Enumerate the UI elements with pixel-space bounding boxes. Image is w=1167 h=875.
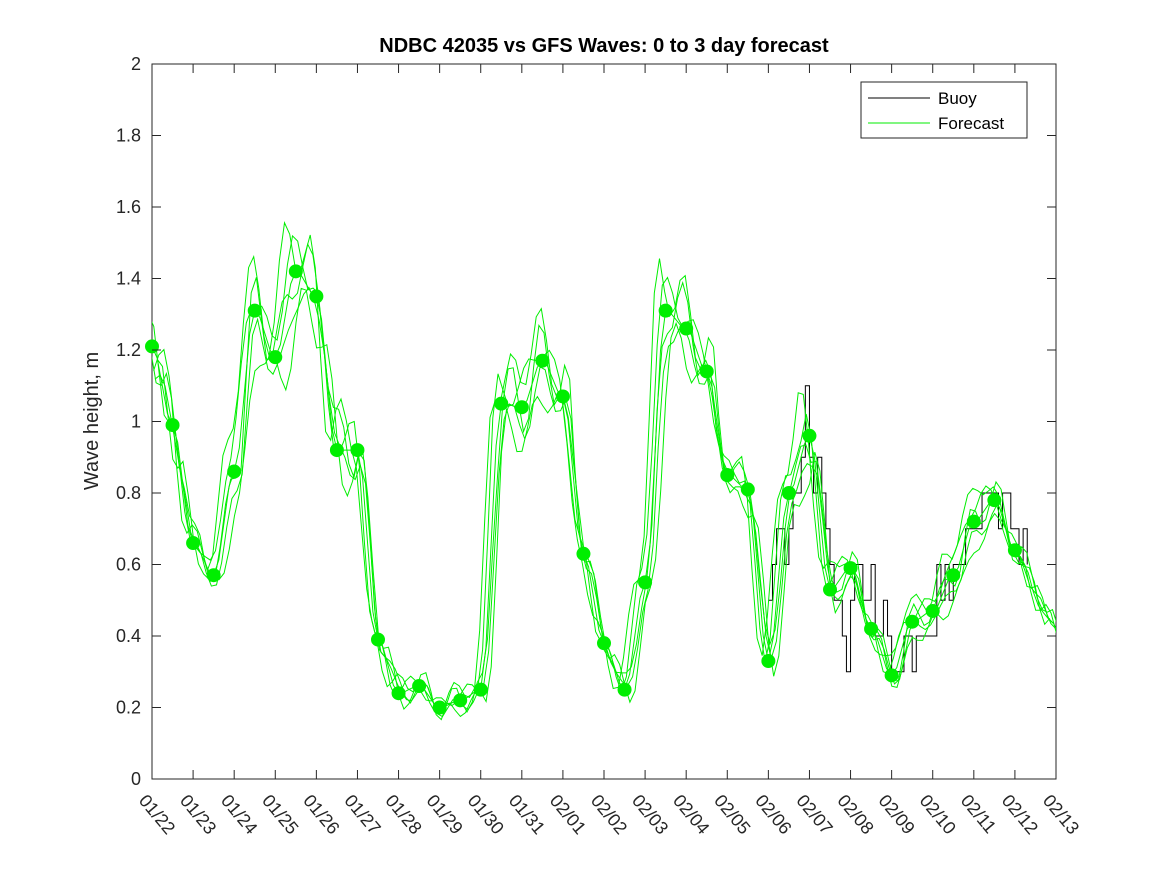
forecast-marker <box>781 486 796 500</box>
y-tick-label: 0 <box>131 769 141 789</box>
y-tick-label: 1 <box>131 412 141 432</box>
forecast-marker <box>987 493 1002 508</box>
y-tick-label: 0.2 <box>116 698 141 718</box>
forecast-marker <box>617 682 632 697</box>
marker-group <box>145 264 1022 715</box>
forecast-marker <box>535 353 550 368</box>
forecast-marker <box>679 321 694 336</box>
forecast-marker <box>186 536 201 551</box>
forecast-marker <box>309 289 324 304</box>
forecast-marker <box>1007 543 1022 558</box>
forecast-marker <box>843 561 858 576</box>
y-tick-label: 0.6 <box>116 555 141 575</box>
forecast-marker <box>268 350 283 365</box>
plot-area <box>151 63 1057 780</box>
forecast-marker <box>884 668 899 683</box>
forecast-marker <box>720 468 735 483</box>
forecast-marker <box>925 603 940 618</box>
forecast-marker <box>391 686 406 701</box>
legend-label-forecast: Forecast <box>938 114 1004 133</box>
forecast-marker <box>329 443 344 458</box>
forecast-marker <box>247 303 262 318</box>
forecast-marker <box>802 428 817 443</box>
forecast-marker <box>638 575 653 590</box>
forecast-marker <box>165 418 180 433</box>
series-line-forecast <box>154 286 1056 718</box>
forecast-marker <box>699 364 714 379</box>
y-tick-label: 1.8 <box>116 126 141 146</box>
forecast-marker <box>761 654 776 669</box>
y-axis-label: Wave height, m <box>81 352 103 490</box>
forecast-marker <box>145 339 159 354</box>
forecast-marker <box>946 568 961 583</box>
y-tick-label: 2 <box>131 54 141 74</box>
forecast-marker <box>371 632 385 647</box>
forecast-marker <box>350 443 365 458</box>
forecast-marker <box>864 621 879 636</box>
series-line-buoy <box>768 385 1028 673</box>
y-tick-label: 1.4 <box>116 269 141 289</box>
forecast-marker <box>227 464 242 479</box>
forecast-marker <box>473 682 488 697</box>
forecast-marker <box>494 396 509 411</box>
y-tick-label: 1.2 <box>116 340 141 360</box>
chart-title: NDBC 42035 vs GFS Waves: 0 to 3 day fore… <box>379 35 829 57</box>
forecast-marker <box>288 264 303 279</box>
legend-label-buoy: Buoy <box>938 89 977 108</box>
legend-box <box>860 81 1028 139</box>
y-axis: 0 0.2 0.4 0.6 0.8 1 1.2 1.4 1.6 1.8 2 <box>116 54 1056 789</box>
forecast-marker <box>555 389 570 404</box>
forecast-marker <box>206 568 221 583</box>
legend: Buoy Forecast <box>860 81 1028 139</box>
y-tick-label: 1.6 <box>116 197 141 217</box>
y-tick-label: 0.4 <box>116 626 141 646</box>
forecast-marker <box>597 636 611 651</box>
forecast-marker <box>823 582 837 597</box>
forecast-marker <box>740 482 755 497</box>
forecast-marker <box>966 514 981 529</box>
forecast-marker <box>658 303 673 318</box>
forecast-marker <box>576 546 591 561</box>
forecast-marker <box>432 700 447 715</box>
forecast-marker <box>412 679 427 694</box>
forecast-marker <box>905 614 920 629</box>
y-tick-label: 0.8 <box>116 483 141 503</box>
forecast-marker <box>514 400 529 415</box>
forecast-marker <box>453 693 468 708</box>
